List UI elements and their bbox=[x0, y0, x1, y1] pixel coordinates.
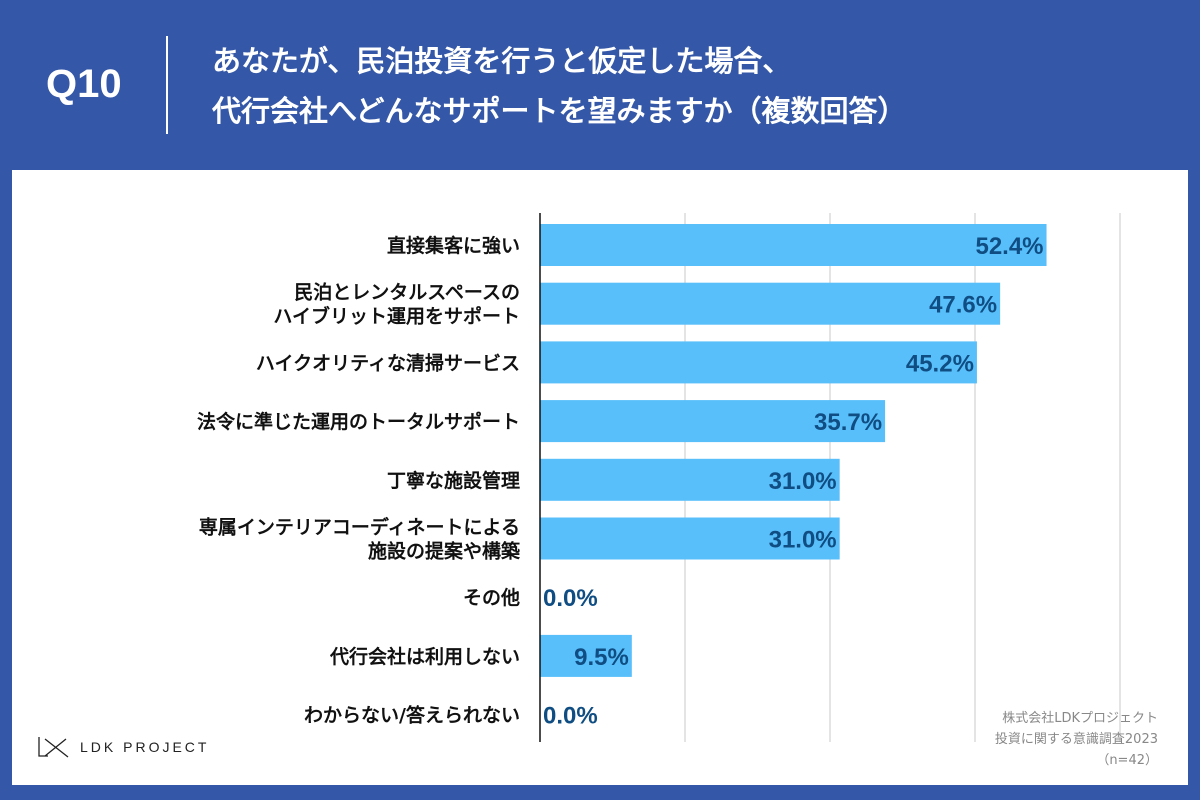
bar bbox=[540, 341, 977, 384]
value-label: 31.0% bbox=[769, 527, 837, 554]
source-line-3: （n=42） bbox=[1096, 753, 1158, 768]
category-label: ハイクオリティな清掃サービス bbox=[256, 351, 520, 374]
logo-mark-icon bbox=[38, 737, 69, 758]
title-line-1: あなたが、民泊投資を行うと仮定した場合、 bbox=[212, 44, 792, 78]
category-label: 施設の提案や構築 bbox=[368, 540, 521, 563]
bar bbox=[540, 400, 886, 443]
bar bbox=[540, 224, 1047, 266]
bar bbox=[540, 517, 840, 560]
category-label: その他 bbox=[463, 586, 520, 609]
value-label: 0.0% bbox=[543, 703, 598, 730]
category-label: 民泊とレンタルスペースの bbox=[294, 282, 520, 304]
category-label: 直接集客に強い bbox=[387, 234, 520, 257]
logo-text: LDK PROJECT bbox=[80, 739, 210, 755]
bar bbox=[540, 634, 632, 677]
category-label: 代行会社は利用しない bbox=[329, 645, 520, 668]
title-line-2: 代行会社へどんなサポートを望みますか（複数回答） bbox=[212, 94, 907, 128]
value-label: 0.0% bbox=[543, 585, 598, 612]
ldk-logo: LDK PROJECT bbox=[36, 735, 209, 759]
source-note: 株式会社LDKプロジェクト 投資に関する意識調査2023 （n=42） bbox=[995, 708, 1158, 771]
source-line-2: 投資に関する意識調査2023 bbox=[994, 732, 1158, 747]
category-label: 専属インテリアコーディネートによる bbox=[199, 516, 520, 539]
value-label: 45.2% bbox=[906, 350, 974, 377]
value-label: 9.5% bbox=[574, 644, 629, 671]
category-label: 法令に準じた運用のトータルサポート bbox=[197, 410, 520, 433]
value-label: 47.6% bbox=[929, 292, 997, 319]
source-line-1: 株式会社LDKプロジェクト bbox=[1002, 711, 1158, 726]
value-label: 31.0% bbox=[769, 468, 837, 495]
bar bbox=[540, 282, 1001, 325]
value-label: 52.4% bbox=[975, 233, 1043, 260]
bar bbox=[540, 458, 840, 501]
category-label: わからない/答えられない bbox=[304, 704, 520, 727]
chart-title: あなたが、民泊投資を行うと仮定した場合、 代行会社へどんなサポートを望みますか（… bbox=[212, 36, 907, 136]
category-label: 丁寧な施設管理 bbox=[387, 469, 520, 492]
header-divider bbox=[166, 36, 168, 134]
value-label: 35.7% bbox=[814, 409, 882, 436]
category-label: ハイブリット運用をサポート bbox=[273, 305, 520, 328]
question-number: Q10 bbox=[46, 62, 122, 106]
